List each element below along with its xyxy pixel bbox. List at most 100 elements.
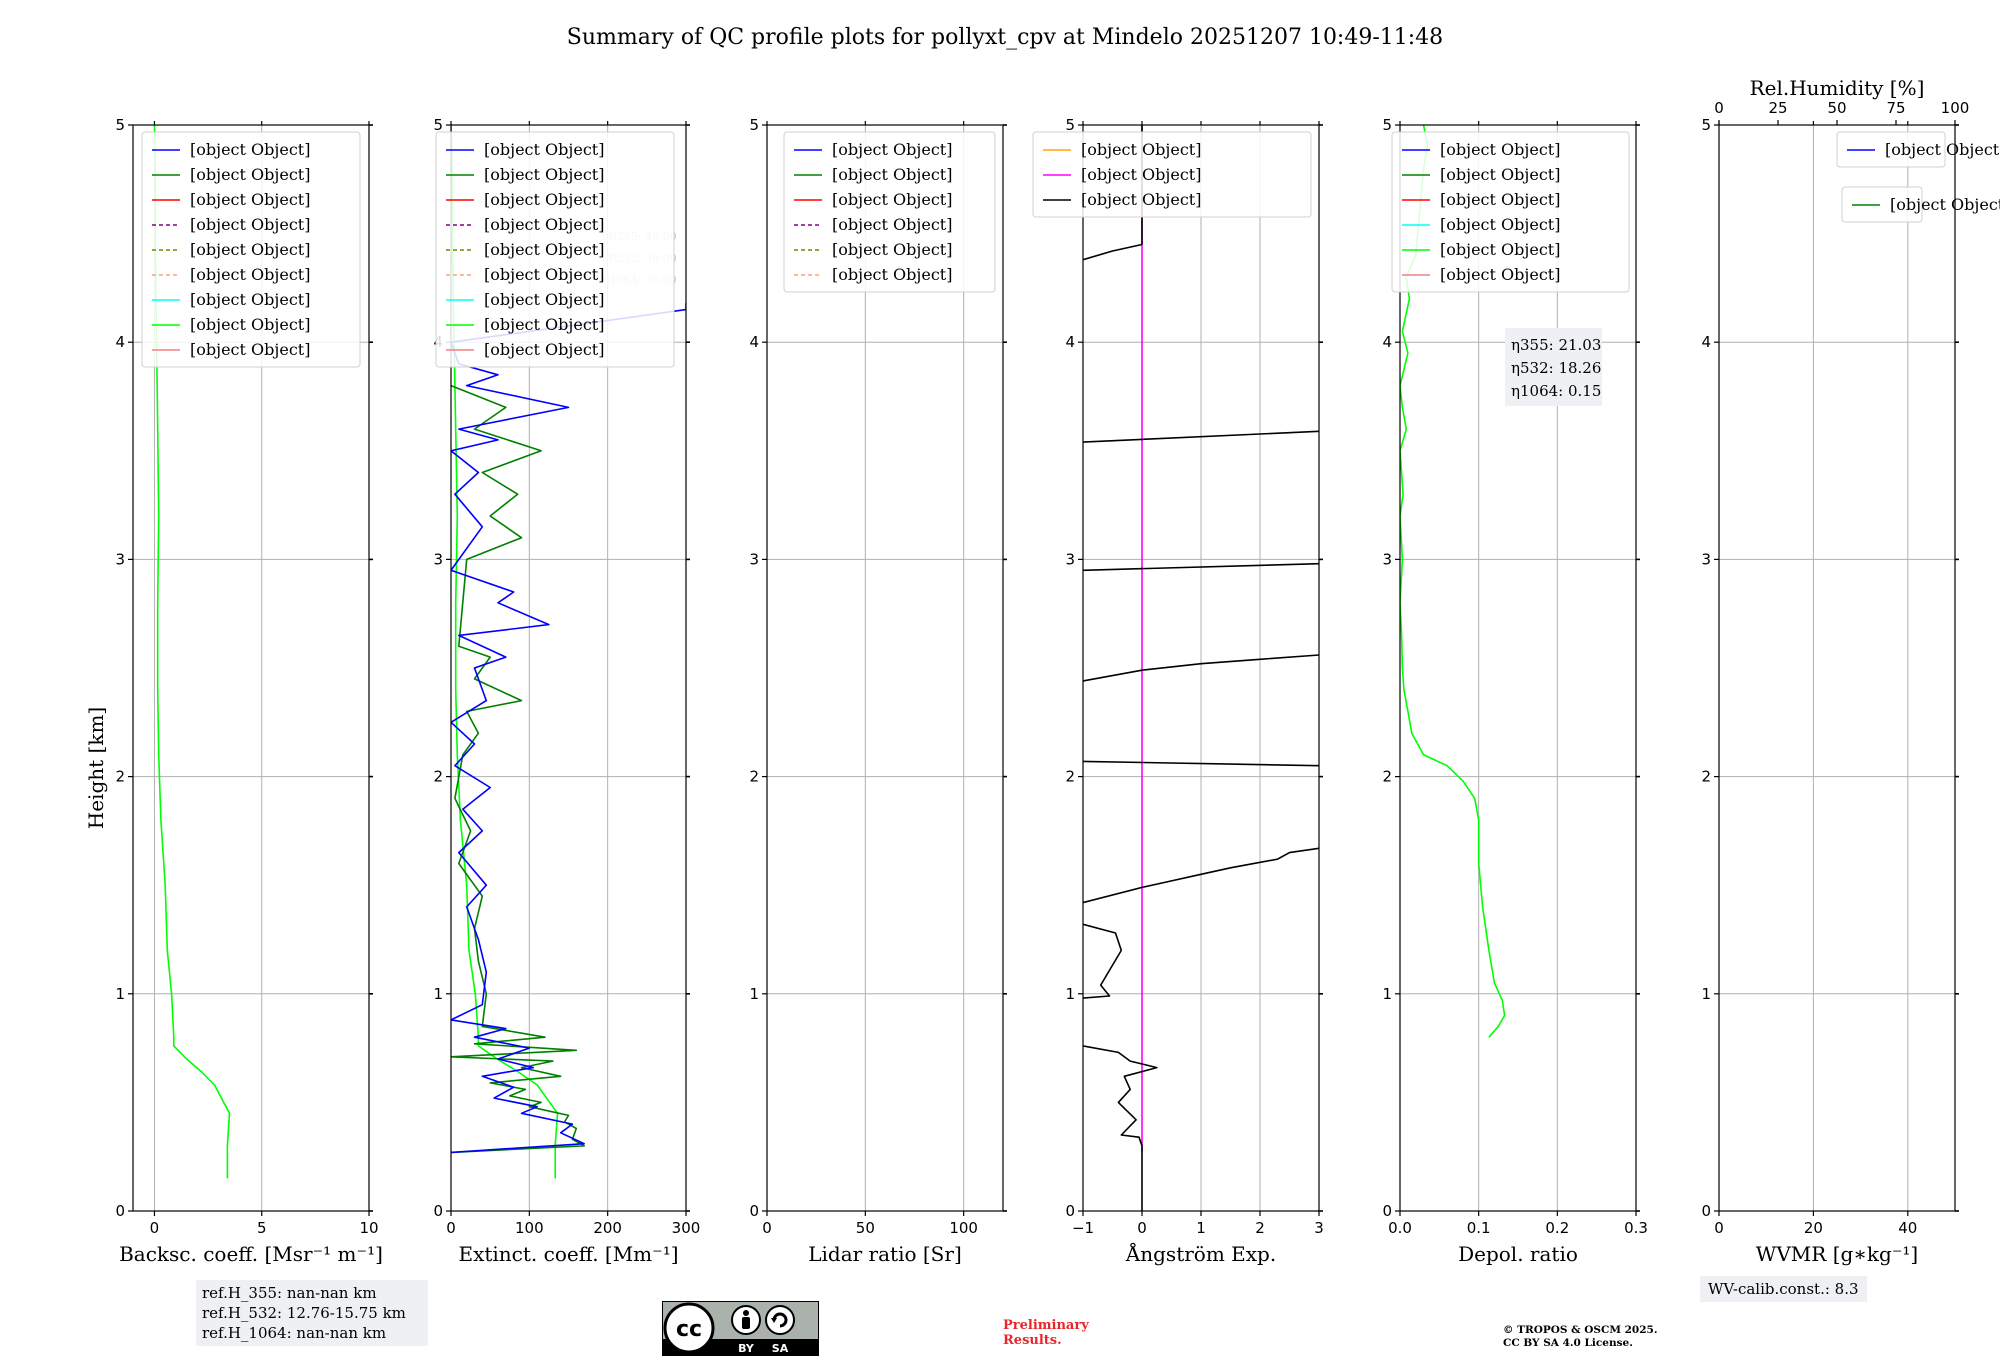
x-tick-label: 0 [1137, 1219, 1147, 1237]
legend-box [141, 131, 361, 368]
y-tick-label: 1 [1382, 985, 1392, 1003]
panel-lr: 0 50 100 0 1 2 3 4 5 Lidar ratio [Sr] [object Obje… [749, 116, 1007, 1266]
x-tick-label: 0 [1714, 1219, 1724, 1237]
x-tick-label: 50 [856, 1219, 875, 1237]
x-tick-label: 0.0 [1388, 1219, 1412, 1237]
legend-box [1391, 131, 1630, 293]
legend-rh-label: [object Object] [1890, 195, 2000, 214]
preliminary-line-2: Results. [1003, 1333, 1062, 1348]
x-tick-label: 0 [446, 1219, 456, 1237]
legend-label: [object Object] [484, 340, 604, 359]
y-tick-label: 1 [433, 985, 443, 1003]
top-x-tick-label: 0 [1714, 99, 1724, 117]
cc-by-label: BY [738, 1342, 755, 1355]
x-tick-label: 10 [359, 1219, 378, 1237]
series-line-AE_parExt_355_532_Raman [1083, 847, 1319, 904]
y-tick-label: 0 [1382, 1202, 1392, 1220]
wv-calibration-box: WV-calib.const.: 8.3 [1700, 1276, 1867, 1302]
eta-value-2: η1064: 0.15 [1511, 382, 1601, 400]
axes-frame [132, 124, 370, 1212]
y-tick-label: 2 [115, 768, 125, 786]
series-line-AE_parExt_355_532_Raman [1083, 1045, 1158, 1211]
reference-height-box: ref.H_355: nan-nan km ref.H_532: 12.76-1… [196, 1280, 428, 1346]
ref-height-1064: ref.H_1064: nan-nan km [202, 1324, 387, 1342]
legend-label: [object Object] [832, 165, 952, 184]
y-tick-label: 0 [1701, 1202, 1711, 1220]
series-group [153, 125, 231, 1179]
panel-depol: 0.0 0.1 0.2 0.3 0 1 2 3 4 5 Depol. ratio [object Ob… [1382, 116, 1647, 1266]
x-tick-label: 20 [1804, 1219, 1823, 1237]
x-axis-label: Ångström Exp. [1125, 1241, 1276, 1266]
y-tick-label: 4 [115, 333, 125, 351]
legend-label: [object Object] [832, 240, 952, 259]
y-tick-label: 1 [1701, 985, 1711, 1003]
legend-box [1032, 131, 1312, 218]
legend-label: [object Object] [1440, 190, 1560, 209]
legend-label: [object Object] [1440, 165, 1560, 184]
y-tick-label: 1 [1065, 985, 1075, 1003]
legend-label: [object Object] [832, 190, 952, 209]
y-tick-label: 3 [1701, 550, 1711, 568]
y-tick-label: 4 [749, 333, 759, 351]
top-x-axis-label: Rel.Humidity [%] [1750, 76, 1925, 100]
y-tick-label: 5 [115, 116, 125, 134]
cc-sa-label: SA [772, 1342, 789, 1355]
x-tick-label: 3 [1314, 1219, 1324, 1237]
x-tick-label: 200 [593, 1219, 622, 1237]
y-tick-label: 4 [1701, 333, 1711, 351]
legend-label: [object Object] [832, 140, 952, 159]
axes-frame [450, 124, 687, 1212]
y-tick-label: 4 [1065, 333, 1075, 351]
svg-text:cc: cc [676, 1317, 702, 1342]
legend-label: [object Object] [484, 215, 604, 234]
y-tick-label: 2 [433, 768, 443, 786]
y-tick-label: 0 [115, 1202, 125, 1220]
legend-rh-box [1841, 186, 1923, 223]
x-axis-label: Extinct. coeff. [Mm⁻¹] [458, 1242, 678, 1266]
copyright-line-2: CC BY SA 4.0 License. [1503, 1337, 1633, 1349]
figure-title: Summary of QC profile plots for pollyxt_… [567, 25, 1443, 50]
legend-label: [object Object] [484, 315, 604, 334]
legend-label: [object Object] [484, 240, 604, 259]
y-tick-label: 3 [749, 550, 759, 568]
legend-box [783, 131, 996, 293]
x-tick-label: 0 [150, 1219, 160, 1237]
ref-height-355: ref.H_355: nan-nan km [202, 1284, 377, 1302]
legend-label: [object Object] [1081, 165, 1201, 184]
y-tick-label: 2 [1065, 768, 1075, 786]
top-x-tick-label: 75 [1886, 99, 1905, 117]
y-tick-label: 3 [1065, 550, 1075, 568]
legend-label: [object Object] [190, 165, 310, 184]
series-line-AE_parExt_355_532_Raman [1083, 923, 1123, 999]
y-tick-label: 2 [749, 768, 759, 786]
legend-label: [object Object] [484, 290, 604, 309]
y-axis-label: Height [km] [84, 707, 108, 829]
y-tick-label: 3 [115, 550, 125, 568]
preliminary-results-note: Preliminary Results. [1003, 1318, 1089, 1348]
legend-label: [object Object] [1440, 265, 1560, 284]
legend-label: [object Object] [190, 315, 310, 334]
series-line-aerExt_raman_355 [451, 303, 686, 1154]
top-x-tick-label: 50 [1827, 99, 1846, 117]
legend-label: [object Object] [1885, 140, 2000, 159]
series-line-aerExt_raman_532 [451, 384, 585, 1154]
copyright-line-1: © TROPOS & OSCM 2025. [1503, 1324, 1658, 1336]
y-tick-label: 5 [433, 116, 443, 134]
y-tick-label: 1 [749, 985, 759, 1003]
x-tick-label: −1 [1072, 1219, 1094, 1237]
y-tick-label: 3 [433, 550, 443, 568]
legend-label: [object Object] [190, 215, 310, 234]
x-tick-label: 0.3 [1624, 1219, 1648, 1237]
x-tick-label: 1 [1196, 1219, 1206, 1237]
axes-frame [766, 124, 1004, 1212]
legend-label: [object Object] [190, 140, 310, 159]
legend-label: [object Object] [484, 265, 604, 284]
preliminary-line-1: Preliminary [1003, 1318, 1089, 1333]
legend-box [1836, 131, 1946, 168]
y-tick-label: 0 [749, 1202, 759, 1220]
series-line-AE_parExt_355_532_Raman [1083, 430, 1319, 443]
y-tick-label: 0 [433, 1202, 443, 1220]
legend-label: [object Object] [484, 165, 604, 184]
